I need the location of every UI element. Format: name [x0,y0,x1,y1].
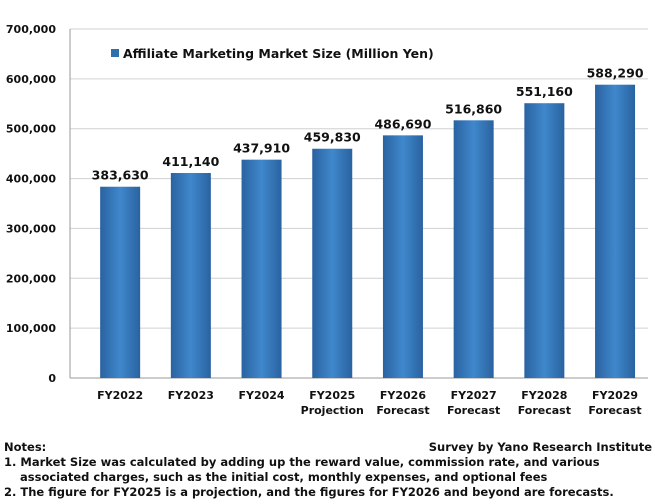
x-tick-label: FY2023 [168,389,214,402]
data-label: 516,860 [445,101,502,116]
legend-label: Affiliate Marketing Market Size (Million… [123,46,434,61]
x-tick-label: Projection [301,404,364,417]
y-tick-label: 400,000 [6,173,56,186]
bar-chart: 0 100,000 200,000 300,000 400,000 500,000 600,… [6,23,648,417]
x-tick-label: FY2026 [380,389,426,402]
x-tick-label: FY2022 [97,389,143,402]
x-tick-label: FY2029 [592,389,638,402]
bar [100,186,141,378]
legend: Affiliate Marketing Market Size (Million… [111,46,434,61]
notes: Notes: Survey by Yano Research Institute… [4,440,652,500]
data-label: 437,910 [233,141,290,156]
bar [595,84,636,379]
x-tick-label: FY2028 [521,389,567,402]
x-tick-label: FY2025 [309,389,355,402]
x-tick-label: Forecast [376,404,429,417]
note-2: 2. The figure for FY2025 is a projection… [4,485,614,499]
x-tick-label: FY2024 [238,389,284,402]
x-tick-label: Forecast [447,404,500,417]
y-tick-label: 500,000 [6,123,56,136]
bar [170,173,211,378]
y-tick-label: 700,000 [6,23,56,36]
data-label: 588,290 [587,66,644,81]
y-tick-label: 300,000 [6,222,56,235]
data-label: 383,630 [92,168,149,183]
data-label: 411,140 [162,154,219,169]
y-tick-label: 100,000 [6,322,56,335]
x-tick-label: FY2027 [451,389,497,402]
notes-heading: Notes: [4,440,47,454]
bar [312,148,353,378]
y-tick-label: 0 [48,372,56,385]
data-label: 551,160 [516,84,573,99]
note-1: 1. Market Size was calculated by adding … [4,455,600,469]
y-tick-label: 600,000 [6,73,56,86]
source-credit: Survey by Yano Research Institute [428,440,652,454]
bar [241,159,282,378]
x-tick-label: Forecast [518,404,571,417]
data-label: 486,690 [374,116,431,131]
y-tick-label: 200,000 [6,272,56,285]
x-tick-label: Forecast [588,404,641,417]
bar [382,135,423,378]
bar [453,120,494,378]
note-1-continued: associated charges, such as the initial … [20,470,548,484]
bar [524,103,565,379]
data-label: 459,830 [304,130,361,145]
legend-swatch [111,49,119,57]
